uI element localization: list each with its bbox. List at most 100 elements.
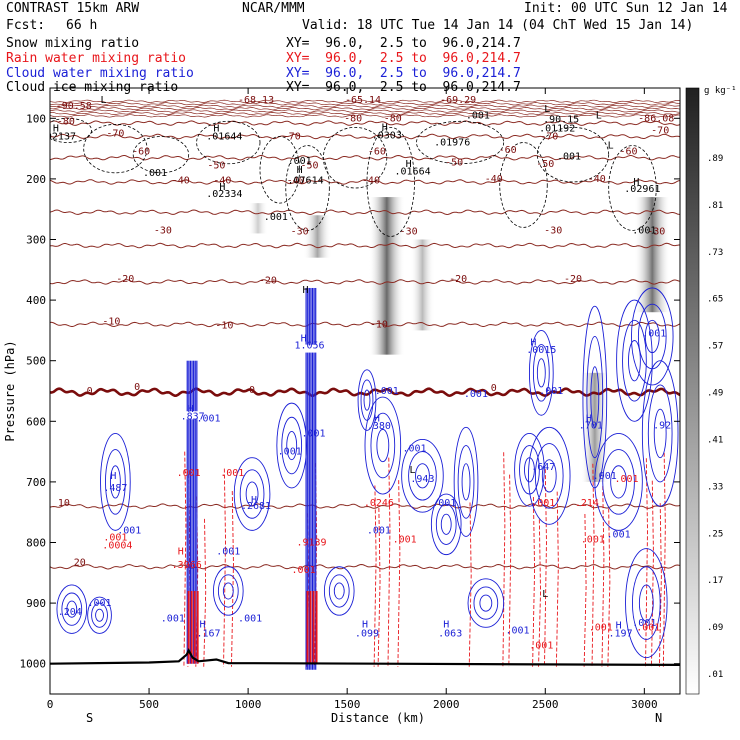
rain-label: .0004 (102, 541, 132, 552)
field-name-rain: Rain water mixing ratio (6, 51, 187, 66)
rain-contour (203, 518, 207, 667)
rain-contour (538, 519, 541, 667)
cloud-water-contour (638, 584, 654, 622)
temperature-label: 20 (74, 558, 86, 569)
cloud-water-contour (217, 574, 239, 608)
colorbar-level-label: .49 (707, 389, 723, 399)
model-title: CONTRAST 15km ARW (6, 1, 140, 16)
colorbar-level-label: .57 (707, 342, 723, 352)
temperature-label: -40 (172, 176, 190, 187)
temperature-label: -90.58 (56, 101, 92, 112)
temperature-label: 0 (87, 386, 93, 397)
ice-snow-label: H (633, 177, 639, 188)
cloud-water-label: H (586, 413, 592, 424)
cloud-water-contour (616, 299, 653, 422)
cloud-water-label: .204 (58, 607, 82, 618)
cloud-water-contour (95, 608, 104, 622)
temperature-label: -40 (213, 176, 231, 187)
rain-core (315, 590, 318, 664)
fcst-label: Fcst: (6, 18, 46, 33)
cloud-ice-contour (50, 117, 92, 143)
cloud-water-contour (87, 596, 112, 634)
cloud-water-core (193, 360, 195, 664)
temperature-label: -30 (154, 225, 172, 236)
x-left-end-label: S (86, 711, 93, 725)
rain-contour (544, 469, 547, 667)
snow-plume (368, 197, 405, 355)
cloud-ice-contours-layer (50, 117, 657, 237)
cloud-water-contour (541, 459, 557, 493)
temperature-label: -20 (116, 274, 134, 285)
cloud-water-contour (536, 358, 546, 388)
rain-contour (607, 508, 611, 667)
contour-labels-layer: -90.58-68.13 -65.14 -69.29-86.08-80-70 -70-… (50, 95, 674, 651)
ice-snow-label: L (100, 95, 106, 106)
temperature-label: -60 (368, 147, 386, 158)
colorbar-level-label: .73 (707, 248, 723, 258)
colorbar-level-label: .65 (707, 295, 723, 305)
y-tick-label: 1000 (20, 658, 47, 671)
cloud-water-label: .197 (609, 628, 633, 639)
cloud-water-contour (467, 578, 505, 628)
cloud-water-contour (109, 465, 121, 499)
cloud-water-contour (461, 463, 471, 501)
rain-contour (231, 490, 234, 667)
snow-shading-layer (248, 197, 671, 482)
cloud-water-contour (532, 344, 550, 402)
rain-label: .001 (581, 535, 605, 546)
cloud-water-label: .647 (531, 462, 555, 473)
cloud-water-label: .380 (367, 421, 391, 432)
center-label: NCAR/MMM (242, 1, 305, 16)
cloud-water-contour (519, 445, 540, 495)
plot-frame (49, 87, 681, 695)
ice-snow-label: H (53, 124, 59, 135)
cloud-water-label: .487 (103, 483, 127, 494)
rain-contour (662, 452, 666, 667)
temperature-label: -69.29 (440, 95, 476, 106)
init-time: Init: 00 UTC Sun 12 Jan 14 (524, 1, 728, 16)
rain-label: .214 (575, 498, 599, 509)
cloud-water-label: .001 (432, 498, 456, 509)
cloud-water-label: H (374, 413, 380, 424)
y-tick-label: 100 (26, 112, 46, 125)
cloud-water-label: H (443, 619, 449, 630)
rain-label: .001 (103, 533, 127, 544)
ice-snow-label: .0303 (372, 130, 402, 141)
colorbar-level-label: .81 (707, 201, 723, 211)
temperature-label: -50 (536, 159, 554, 170)
field-name-snow: Snow mixing ratio (6, 36, 140, 51)
terrain-line (50, 647, 680, 666)
cloud-water-contour (408, 451, 437, 501)
rain-core (312, 590, 315, 664)
cloud-water-contour (105, 449, 126, 515)
ice-snow-label: .001 (288, 156, 312, 167)
cloud-water-contour (401, 439, 444, 513)
ice-snow-label: H (219, 182, 225, 193)
fcst-value: 66 h (66, 18, 98, 33)
rain-contour (373, 485, 377, 667)
ice-snow-label: H (406, 159, 412, 170)
y-tick-label: 300 (26, 234, 46, 247)
temperature-label: -40 (287, 176, 305, 187)
temperature-label: -70 (106, 128, 124, 139)
temperature-label: -20 (259, 276, 277, 287)
x-axis-title: Distance (km) (331, 711, 425, 725)
cloud-water-label: .001 (402, 444, 426, 455)
cloud-water-core (189, 360, 192, 664)
cloud-water-label: .001 (278, 447, 302, 458)
cloud-water-contour (622, 319, 647, 402)
cloud-water-label: .001 (367, 525, 391, 536)
cloud-water-core (194, 360, 196, 664)
cloud-water-label: .001 (87, 598, 111, 609)
ice-snow-label: .02334 (206, 189, 242, 200)
cloud-water-label: H (110, 471, 116, 482)
temperature-isotherm (50, 106, 680, 111)
cloud-water-contour (527, 426, 571, 525)
cloud-water-label: .001 (642, 328, 666, 339)
cloud-water-label: .001 (117, 525, 141, 536)
y-tick-label: 900 (26, 597, 46, 610)
cloud-water-contour (647, 384, 673, 483)
cloud-water-contour (528, 329, 554, 416)
cloud-water-label: .001 (632, 618, 656, 629)
